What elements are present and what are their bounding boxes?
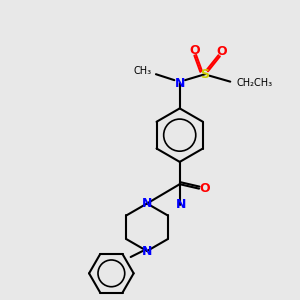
Text: N: N — [142, 197, 152, 210]
Text: N: N — [142, 244, 152, 258]
Text: N: N — [176, 199, 186, 212]
Text: CH₃: CH₃ — [134, 66, 152, 76]
Text: O: O — [200, 182, 210, 195]
Text: S: S — [200, 68, 209, 81]
Text: O: O — [216, 45, 226, 58]
Text: N: N — [175, 76, 185, 90]
Text: O: O — [189, 44, 200, 57]
Text: CH₂CH₃: CH₂CH₃ — [236, 78, 272, 88]
